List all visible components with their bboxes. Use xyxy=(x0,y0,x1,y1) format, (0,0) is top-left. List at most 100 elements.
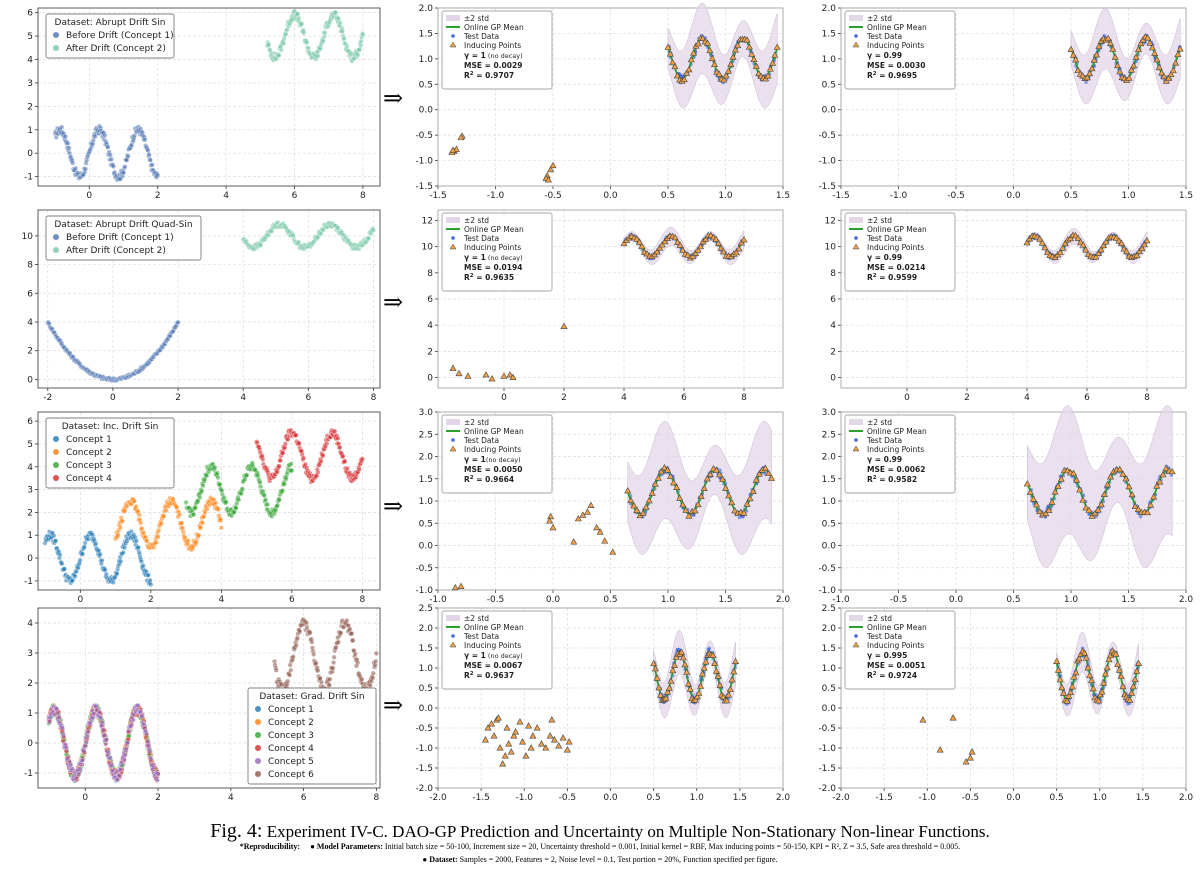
scatter-point xyxy=(217,482,223,487)
r2-value: = 0.9635 xyxy=(474,273,514,282)
scatter-point xyxy=(331,660,337,665)
legend-test-swatch xyxy=(854,634,858,638)
scatter-point xyxy=(370,670,376,676)
arrow-row-3: ⇒ xyxy=(383,492,404,520)
inducing-point xyxy=(710,60,718,67)
scatter-point xyxy=(359,456,365,462)
gp-chart-1-2-xtick-label: 0.0 xyxy=(1006,191,1021,201)
scatter-point xyxy=(200,483,206,489)
test-point xyxy=(1084,80,1088,84)
scatter-point xyxy=(122,164,128,170)
legend-band-label: ±2 std xyxy=(464,216,489,225)
gp-chart-2-2-xtick-label: 8 xyxy=(1144,393,1150,403)
gp-chart-4-2-xtick-label: 2.0 xyxy=(1179,793,1194,803)
gp-chart-3-2-xtick-label: -0.5 xyxy=(890,595,908,605)
legend-label: After Drift (Concept 2) xyxy=(66,44,166,54)
gp-chart-3-1-xtick-label: 1.5 xyxy=(718,595,732,605)
legend-band-swatch xyxy=(446,15,460,21)
legend-marker xyxy=(53,436,59,442)
scatter-point xyxy=(125,154,131,159)
inducing-point xyxy=(699,34,707,41)
scatter-point xyxy=(118,558,124,564)
scatter-point xyxy=(128,723,134,729)
scatter-point xyxy=(196,533,202,538)
inducing-point xyxy=(464,372,472,379)
scatter-point xyxy=(278,47,284,53)
legend-marker xyxy=(53,462,59,468)
scatter-point xyxy=(163,508,169,514)
inducing-point xyxy=(1127,66,1135,73)
gp-chart-4-2-xtick-label: -0.5 xyxy=(962,793,980,803)
scatter-point xyxy=(185,538,191,544)
legend-band-label: ±2 std xyxy=(464,614,489,623)
left-chart-4-xtick-label: 8 xyxy=(373,793,379,803)
inducing-point xyxy=(482,371,490,378)
inducing-point xyxy=(1176,45,1184,52)
gp-chart-4-1-xtick-label: 1.5 xyxy=(733,793,747,803)
inducing-point xyxy=(1174,50,1182,58)
caption-dataset-label: ● Dataset: xyxy=(422,855,458,864)
left-chart-4-ytick-label: -1 xyxy=(24,769,33,779)
gp-chart-3-1-ytick-label: 2.0 xyxy=(419,453,434,463)
gp-chart-4-2-xtick-label: 0.0 xyxy=(1006,793,1021,803)
arrow-row-4: ⇒ xyxy=(383,691,404,719)
left-chart-2-ytick-label: 0 xyxy=(27,375,33,385)
scatter-point xyxy=(85,729,91,735)
left-chart-2-ytick-label: 10 xyxy=(22,232,34,242)
legend-test-label: Test Data xyxy=(866,234,902,243)
scatter-point xyxy=(340,453,346,459)
scatter-point xyxy=(63,745,69,751)
gp-chart-3-2-ytick-label: 0.5 xyxy=(822,519,836,529)
legend-band-label: ±2 std xyxy=(867,614,892,623)
gp-chart-3-1-ytick-label: -1.0 xyxy=(415,586,433,596)
inducing-point xyxy=(1160,72,1168,80)
scatter-point xyxy=(107,755,113,761)
r2-value: = 0.9582 xyxy=(877,475,917,484)
left-chart-2-xtick-label: -2 xyxy=(43,393,52,403)
inducing-point xyxy=(1079,241,1087,248)
left-chart-1-xtick-label: 0 xyxy=(86,191,92,201)
inducing-point xyxy=(449,146,457,153)
scatter-point xyxy=(352,651,358,657)
left-chart-1-ytick-label: 1 xyxy=(27,126,33,136)
scatter-point xyxy=(109,156,115,162)
legend-gamma: γ = 1 (no decay) xyxy=(464,51,523,60)
gp-chart-1-1-ytick-label: 0.0 xyxy=(419,106,434,116)
gp-chart-2-2-xtick-label: 4 xyxy=(1024,393,1030,403)
legend-inducing-label: Inducing Points xyxy=(464,243,521,252)
scatter-point xyxy=(144,538,150,544)
left-chart-3-ytick-label: 4 xyxy=(27,463,33,473)
inducing-point xyxy=(724,67,732,74)
gp-chart-1-1: -1.5 -1.0 -0.5 0.0 0.5 1.0 1.5 -1.5 -1.0 -0.5 0.0 0… xyxy=(415,2,790,201)
scatter-point xyxy=(277,458,283,463)
inducing-point xyxy=(1111,53,1119,60)
left-chart-4-xtick-label: 6 xyxy=(301,793,307,803)
gp-chart-2-1-ytick-label: 4 xyxy=(427,321,433,331)
legend-inducing-label: Inducing Points xyxy=(464,445,521,454)
inducing-point xyxy=(671,62,679,70)
scatter-point xyxy=(56,714,62,720)
scatter-point xyxy=(299,21,305,27)
legend-inducing-label: Inducing Points xyxy=(867,41,924,50)
scatter-point xyxy=(315,53,321,59)
inducing-point xyxy=(769,59,777,66)
scatter-point xyxy=(239,486,245,492)
inducing-point xyxy=(547,165,555,173)
legend-mean-label: Online GP Mean xyxy=(464,23,524,32)
left-chart-1-xtick-label: 4 xyxy=(223,191,229,201)
scatter-point xyxy=(156,527,162,533)
gp-chart-4-2-ytick-label: 2.0 xyxy=(822,624,837,634)
gamma-value: γ = 1 xyxy=(464,651,486,660)
legend-title: Dataset: Abrupt Drift Sin xyxy=(55,18,166,28)
scatter-point xyxy=(143,731,149,737)
legend-r2: R2 = 0.9599 xyxy=(867,273,917,282)
scatter-point xyxy=(155,771,161,777)
gp-chart-4-2-ytick-label: 0.5 xyxy=(822,684,836,694)
caption-reproducibility: *Reproducibility: ● Model Parameters: In… xyxy=(0,842,1200,851)
inducing-point xyxy=(714,239,722,246)
gp-chart-2-2-ytick-label: 6 xyxy=(830,295,836,305)
inducing-point xyxy=(1112,234,1120,241)
gp-chart-1-2-ytick-label: -0.5 xyxy=(818,131,836,141)
scatter-point xyxy=(215,475,221,481)
gp-chart-3-1-ytick-label: 1.0 xyxy=(419,497,434,507)
